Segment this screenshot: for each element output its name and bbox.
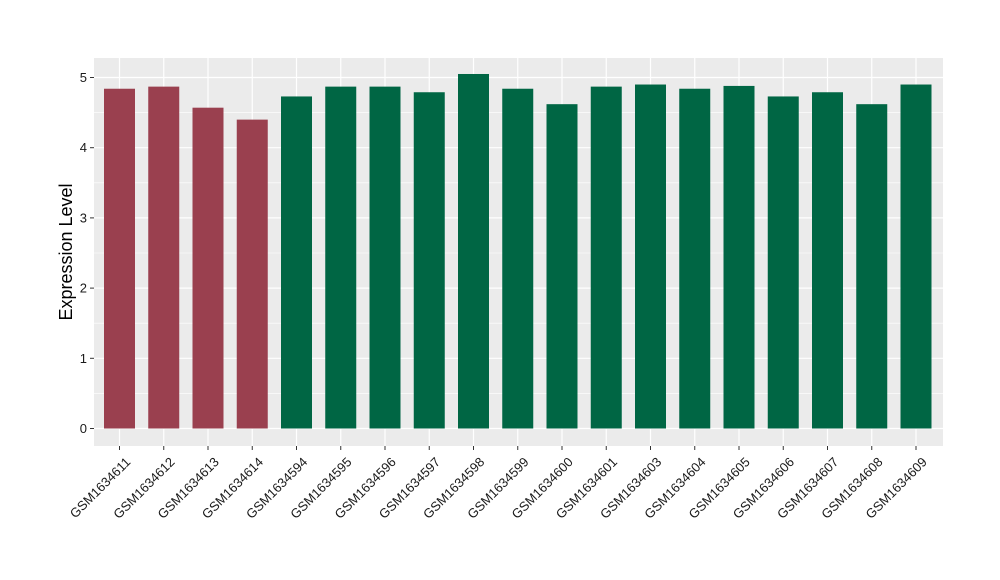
- bar-GSM1634609: [900, 84, 932, 429]
- bar-GSM1634595: [325, 86, 357, 429]
- bar-GSM1634614: [236, 119, 268, 429]
- bar-GSM1634596: [369, 86, 401, 429]
- y-tick-label: 5: [80, 70, 87, 85]
- bar-GSM1634605: [723, 85, 755, 429]
- bar-GSM1634608: [856, 104, 888, 429]
- bars: [104, 73, 932, 429]
- bar-GSM1634601: [590, 86, 622, 429]
- bar-GSM1634606: [767, 96, 799, 429]
- bar-GSM1634598: [458, 73, 489, 429]
- bar-GSM1634599: [502, 88, 534, 429]
- bar-GSM1634607: [812, 92, 843, 429]
- bar-GSM1634612: [148, 86, 180, 429]
- bar-GSM1634594: [281, 96, 312, 429]
- y-tick-label: 2: [80, 281, 87, 296]
- bar-GSM1634611: [104, 88, 135, 429]
- bar-GSM1634600: [546, 104, 578, 429]
- y-axis: 0 1 2 3 4 5: [80, 70, 94, 436]
- bar-GSM1634603: [635, 84, 666, 429]
- y-tick-label: 4: [80, 140, 87, 155]
- x-axis: GSM1634611GSM1634612GSM1634613GSM1634614…: [67, 446, 930, 522]
- y-tick-label: 0: [80, 421, 87, 436]
- y-tick-label: 3: [80, 210, 87, 225]
- y-tick-label: 1: [80, 351, 87, 366]
- bar-GSM1634597: [413, 92, 445, 429]
- bar-GSM1634613: [192, 107, 224, 429]
- y-axis-title: Expression Level: [56, 183, 76, 320]
- bar-GSM1634604: [679, 88, 711, 429]
